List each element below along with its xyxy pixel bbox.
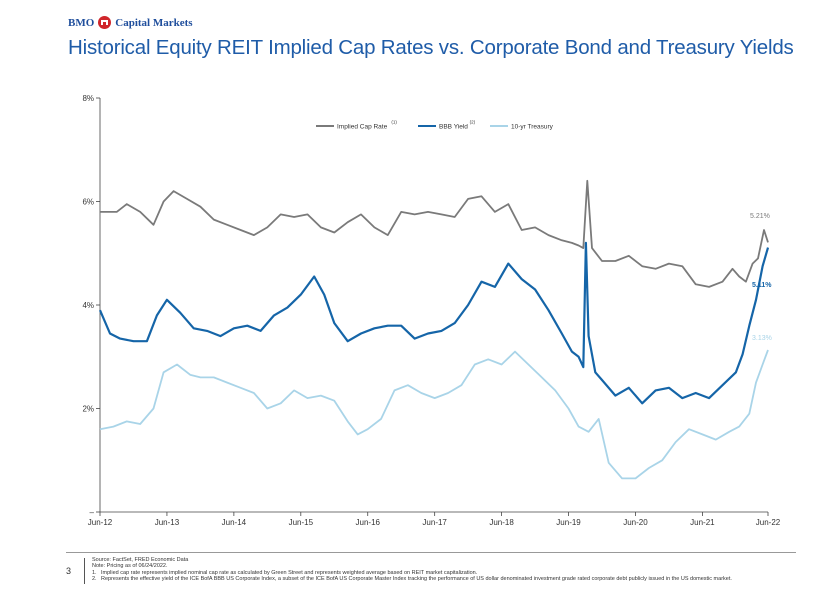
x-tick-label: Jun-22	[756, 518, 781, 527]
legend-label: Implied Cap Rate	[337, 124, 388, 131]
brand-name: Capital Markets	[115, 16, 193, 29]
x-tick-label: Jun-18	[489, 518, 514, 527]
x-tick-label: Jun-14	[222, 518, 247, 527]
x-tick-label: Jun-20	[623, 518, 648, 527]
brand-logo: BMO Capital Markets	[68, 16, 193, 29]
x-tick-label: Jun-17	[422, 518, 447, 527]
x-tick-label: Jun-19	[556, 518, 581, 527]
legend-label: 10-yr Treasury	[511, 124, 554, 131]
y-tick-label: –	[90, 508, 95, 517]
legend-label: BBB Yield	[439, 124, 468, 131]
series-line-10-yr-treasury	[99, 349, 769, 480]
y-tick-label: 2%	[82, 405, 94, 414]
legend-superscript: (1)	[391, 120, 397, 125]
end-value-label: 5.11%	[752, 282, 772, 289]
x-tick-label: Jun-13	[155, 518, 180, 527]
line-chart: – 2% 4% 6% 8% Jun-12 Jun-13 Jun-14 Jun-15 Jun-16 J…	[82, 94, 781, 527]
footnotes: Source: FactSet, FRED Economic Data Note…	[92, 557, 792, 583]
brand-prefix: BMO	[68, 16, 95, 29]
x-tick-label: Jun-15	[289, 518, 314, 527]
footnote-2: 2. Represents the effective yield of the…	[92, 576, 732, 583]
page-number: 3	[66, 566, 72, 576]
series-line-implied-cap-rate	[100, 179, 769, 288]
y-tick-label: 6%	[82, 198, 94, 207]
source-note: Source: FactSet, FRED Economic Data	[92, 557, 189, 563]
y-tick-label: 4%	[82, 301, 94, 310]
y-tick-label: 8%	[82, 94, 94, 103]
x-tick-label: Jun-12	[88, 518, 113, 527]
end-value-label: 3.13%	[752, 335, 772, 342]
footer-separator	[84, 558, 85, 584]
footer-divider	[66, 552, 796, 553]
footnote-1: 1. Implied cap rate represents implied n…	[92, 569, 478, 576]
x-tick-label: Jun-16	[356, 518, 381, 527]
pricing-note: Note: Pricing as of 06/24/2022.	[92, 563, 168, 570]
x-tick-label: Jun-21	[690, 518, 715, 527]
end-value-label: 5.21%	[750, 213, 770, 220]
legend-superscript: (2)	[470, 120, 476, 125]
page-title: Historical Equity REIT Implied Cap Rates…	[68, 36, 794, 59]
series-line-bbb-yield	[98, 241, 770, 405]
bmo-roundel-icon	[98, 16, 112, 29]
